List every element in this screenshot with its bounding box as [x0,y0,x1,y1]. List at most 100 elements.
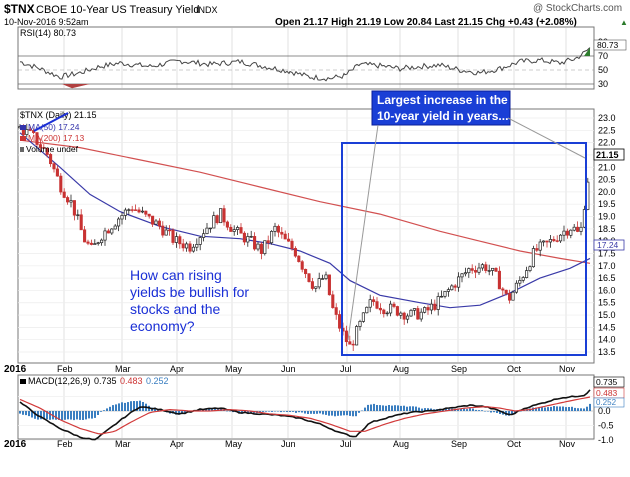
month-label: Sep [451,364,467,374]
macd-hist-bar [124,402,126,411]
macd-hist-bar [544,407,546,411]
macd-hist-bar [553,406,555,411]
macd-line [19,389,591,441]
candle-body [266,240,270,244]
price-tick-label: 18.5 [598,224,616,234]
macd-hist-bar [136,401,138,411]
macd-hist-bar [583,408,585,411]
candle-body [113,225,117,230]
macd-hist-bar [109,406,111,411]
rsi-last-badge [593,39,627,51]
candle-body [494,267,498,272]
macd-hist-bar [376,405,378,411]
ma-last-label: 17.24 [597,240,619,250]
macd-hist-bar [73,411,75,421]
candle-body [440,295,444,298]
macd-hist-bar [25,411,27,416]
candle-body [576,226,580,232]
price-tick-label: 17.5 [598,248,616,258]
macd-hist-bar [466,409,468,411]
candle-body [42,147,46,149]
macd-hist-bar [298,411,300,413]
macd-hist-bar [346,411,348,416]
candle-body [72,200,76,216]
macd-label-prefix: MACD(12,26,9) [28,376,91,386]
candle-body [35,132,39,145]
candle-body [38,144,42,148]
macd-hist-bar [283,411,285,412]
macd-hist-bar [178,411,180,415]
macd-hist-bar [118,403,120,411]
month-label: Aug [393,364,409,374]
price-tick-label: 15.0 [598,310,616,320]
macd-hist-bar [28,411,30,417]
candle-body [256,243,260,250]
candle-body [545,240,549,243]
last-price-badge [593,148,625,161]
candle-body [307,273,311,282]
candle-body [409,309,413,317]
candle-body [161,225,165,236]
candle-body [484,264,488,271]
macd-hist-bar [490,411,492,413]
macd-hist-bar [373,403,375,411]
macd-hist-bar [427,408,429,411]
candle-body [127,209,131,211]
candle-body [480,264,484,269]
candle-body [361,312,365,322]
candle-body [429,303,433,311]
macd-hist-bar [265,411,267,412]
candle-body [511,291,515,301]
macd-hist-bar [481,410,483,411]
candle-body [521,277,525,281]
macd-tick-label: -0.5 [598,421,614,431]
macd-hist-bar [94,411,96,418]
candle-body [317,278,321,288]
candle-body [62,191,66,198]
candle-body [562,230,566,236]
candle-body [324,274,328,279]
quote-line: Open 21.17 High 21.19 Low 20.84 Last 21.… [275,17,577,28]
macd-month-labels: 2016 Feb Mar Apr May Jun Jul Aug Sep Oct Nov [4,439,576,450]
macd-hist-bar [400,405,402,411]
chart-symbol: $TNX [4,2,35,16]
macd-value-1: 0.735 [596,377,618,387]
candle-body [89,242,93,245]
price-tick-label: 17.0 [598,261,616,271]
macd-hist-bar [97,411,99,415]
candle-body [443,291,447,297]
macd-hist-bar [322,411,324,415]
macd-hist-bar [271,411,273,412]
candle-body [164,229,168,236]
macd-hist-bar [541,407,543,411]
candle-body [446,289,450,292]
candle-body [28,129,32,131]
candle-body [137,209,141,213]
candle-body [395,306,399,316]
macd-hist-bar [538,407,540,411]
candle-body [559,234,563,242]
candle-body [79,214,83,231]
annotation-question: How can rising yields be bullish for stock… [130,267,249,334]
macd-hist-bar [67,411,69,420]
candle-body [259,243,263,254]
macd-hist-bar [355,411,357,417]
trend-line [33,112,69,132]
macd-hist-bar [550,406,552,411]
candle-body [185,243,189,249]
candle-body [178,236,182,245]
candle-body [453,285,457,288]
candle-body [280,231,284,235]
macd-legend-swatch [20,379,26,384]
candle-body [518,280,522,284]
macd-hist-bar [418,407,420,411]
macd-hist-bar [49,411,51,420]
candle-body [460,273,464,278]
macd-hist-bar [268,411,270,412]
macd-hist-bar [91,411,93,419]
macd-hist-bar [397,405,399,411]
macd-hist-bar [70,411,72,420]
candle-body [572,226,576,231]
candle-body [168,229,172,232]
